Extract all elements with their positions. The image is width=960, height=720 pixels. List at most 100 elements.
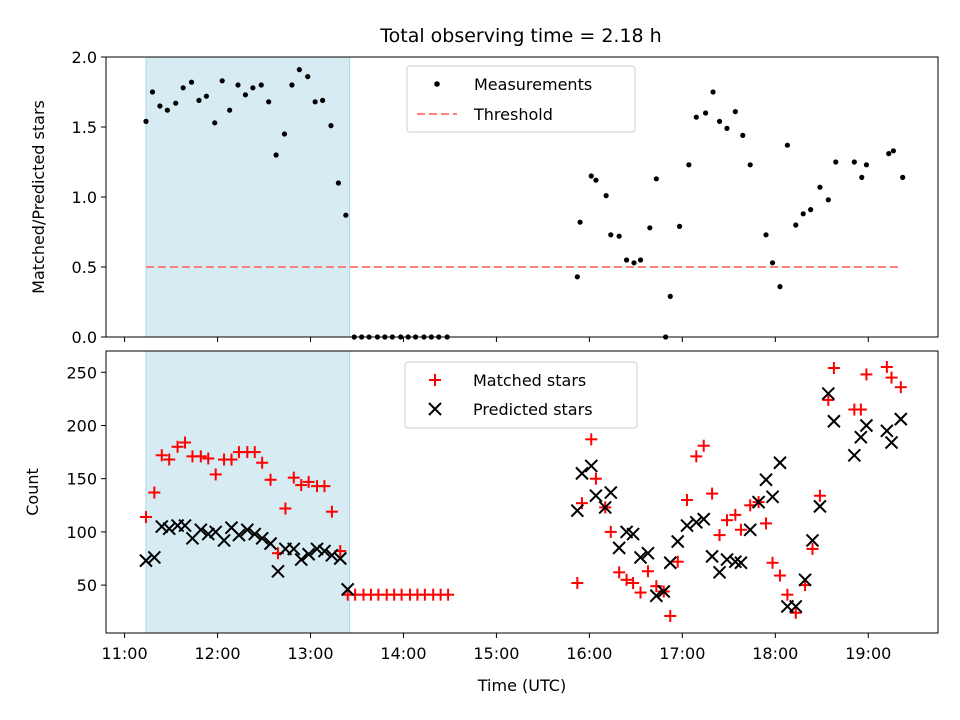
predicted-star-point — [641, 546, 655, 560]
predicted-star-point — [663, 556, 677, 570]
measurement-point — [143, 118, 149, 124]
count-legend: Matched stars Predicted stars — [404, 361, 638, 429]
matched-star-point — [729, 508, 742, 521]
matched-star-point — [627, 576, 640, 589]
predicted-star-point — [604, 485, 618, 500]
legend-measurements-label: Measurements — [474, 75, 592, 94]
predicted-star-point — [248, 527, 262, 541]
count-panel: 50 100 150 200 250 11:00 12:00 13:00 14:00 15:00… — [23, 350, 939, 695]
measurement-point — [157, 103, 163, 109]
measurement-point — [242, 92, 249, 98]
count-x-tick-label: 11:00 — [102, 644, 148, 663]
measurement-point — [747, 162, 753, 168]
measurement-point — [863, 162, 870, 168]
matched-star-point — [171, 440, 184, 453]
observing-window-shade-bottom — [145, 350, 351, 634]
legend-predicted-label: Predicted stars — [473, 400, 593, 419]
measurement-point — [793, 222, 799, 228]
x-axis-label: Time (UTC) — [477, 676, 566, 695]
measurement-point — [227, 107, 233, 113]
predicted-star-point — [712, 565, 727, 580]
predicted-star-point — [287, 542, 301, 556]
measurement-point — [574, 274, 580, 280]
measurement-point — [203, 93, 209, 99]
predicted-star-point — [689, 515, 704, 530]
measurement-point — [319, 97, 326, 103]
matched-star-point — [641, 565, 654, 578]
measurement-point — [343, 212, 349, 218]
matched-star-point — [148, 486, 161, 499]
matched-star-point — [813, 489, 826, 502]
matched-star-point — [248, 446, 261, 459]
measurement-point — [784, 142, 791, 148]
count-y-tick-label: 150 — [66, 470, 97, 489]
count-x-tick-label: 16:00 — [566, 644, 612, 663]
ratio-y-axis-label: Matched/Predicted stars — [29, 100, 48, 294]
measurement-point — [667, 293, 673, 299]
ratio-axes-frame — [105, 56, 939, 338]
predicted-star-point — [894, 412, 908, 426]
legend-measurement-marker — [434, 81, 440, 87]
matched-star-point — [860, 368, 873, 381]
ratio-y-tick-label: 2.0 — [72, 48, 97, 67]
matched-star-point — [671, 555, 684, 568]
matched-star-point — [650, 580, 663, 593]
measurement-point — [250, 85, 256, 91]
observing-window-shade — [145, 56, 351, 338]
measurement-point — [825, 197, 831, 203]
matched-star-point — [706, 487, 719, 500]
matched-star-point — [194, 450, 207, 463]
matched-star-point — [589, 472, 602, 485]
matched-star-point — [664, 609, 677, 622]
measurement-point — [149, 89, 156, 95]
matched-star-point — [302, 475, 315, 488]
measurement-point — [616, 233, 622, 239]
predicted-star-point — [705, 549, 719, 564]
predicted-star-point — [789, 599, 803, 614]
predicted-star-point — [626, 527, 640, 541]
matched-stars-points — [139, 360, 907, 622]
measurement-point — [266, 99, 272, 105]
predicted-star-point — [340, 582, 355, 597]
predicted-star-point — [294, 552, 308, 567]
predicted-star-point — [584, 459, 598, 473]
legend-matched-marker — [429, 374, 441, 386]
matched-star-point — [585, 433, 598, 446]
measurement-point — [312, 99, 318, 105]
predicted-star-point — [734, 556, 748, 570]
measurement-point — [900, 174, 906, 180]
measurement-point — [763, 232, 769, 238]
matched-star-point — [766, 556, 779, 569]
predicted-stars-points — [139, 386, 908, 614]
matched-star-point — [613, 566, 626, 579]
matched-star-point — [806, 542, 819, 555]
count-x-tick-label: 17:00 — [659, 644, 705, 663]
measurement-point — [833, 159, 839, 165]
measurement-point — [769, 260, 776, 266]
measurement-points — [143, 67, 906, 340]
measurement-point — [859, 174, 865, 180]
predicted-star-point — [773, 456, 787, 470]
predicted-star-point — [155, 519, 169, 534]
count-y-tick-label: 50 — [77, 576, 97, 595]
measurement-point — [588, 173, 594, 179]
ratio-y-ticks: 0.0 0.5 1.0 1.5 2.0 — [72, 48, 106, 347]
matched-star-point — [734, 523, 747, 536]
measurement-point — [693, 114, 699, 120]
predicted-star-point — [884, 435, 899, 450]
predicted-star-point — [805, 533, 820, 548]
predicted-star-point — [178, 518, 192, 533]
matched-star-point — [202, 452, 215, 465]
predicted-star-point — [827, 414, 841, 428]
count-x-tick-label: 19:00 — [845, 644, 891, 663]
matched-star-point — [287, 471, 300, 484]
predicted-star-point — [147, 550, 162, 565]
measurement-point — [164, 107, 170, 113]
measurement-point — [647, 225, 653, 231]
matched-star-point — [822, 393, 835, 406]
matched-star-point — [634, 586, 647, 599]
measurement-point — [593, 177, 599, 183]
predicted-star-point — [598, 500, 612, 515]
predicted-star-point — [612, 541, 626, 555]
measurement-point — [296, 67, 302, 73]
